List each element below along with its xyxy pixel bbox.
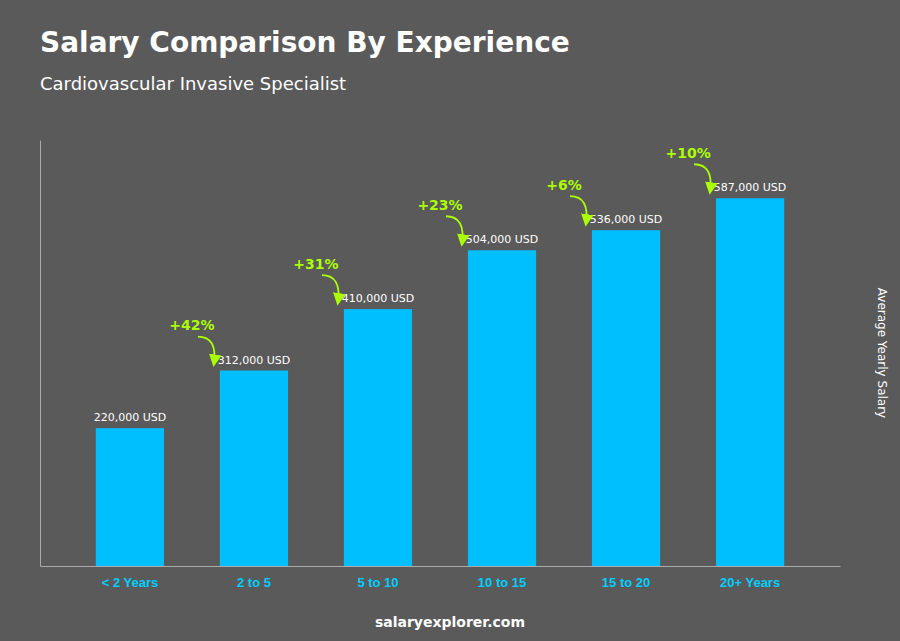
x-tick-label: 5 to 10	[357, 575, 398, 590]
annotation-arrow	[570, 196, 587, 224]
data-label: 536,000 USD	[590, 213, 663, 226]
bar	[96, 428, 164, 566]
data-label: 220,000 USD	[94, 411, 167, 424]
data-label: 410,000 USD	[342, 292, 415, 305]
data-labels: 220,000 USD 312,000 USD 410,000 USD 504,000…	[94, 181, 787, 424]
data-label: 504,000 USD	[466, 233, 539, 246]
y-axis-title: Average Yearly Salary	[875, 288, 889, 418]
annotation-arrow	[694, 164, 711, 192]
subtitle: Cardiovascular Invasive Specialist	[40, 73, 346, 94]
title: Salary Comparison By Experience	[40, 26, 570, 59]
y-axis-line	[40, 141, 41, 567]
annotation-arrow	[322, 275, 339, 303]
annotation: +23%	[417, 197, 462, 213]
data-label: 312,000 USD	[218, 354, 291, 367]
x-tick: 2 to 5	[237, 566, 271, 590]
x-tick: 5 to 10	[357, 566, 398, 590]
plot: < 2 Years 2 to 5 5 to 10 10 to 15 15 to 20 20…	[41, 141, 841, 591]
x-tick: 10 to 15	[478, 566, 526, 590]
x-axis: < 2 Years 2 to 5 5 to 10 10 to 15 15 to 20 20…	[41, 566, 841, 590]
annotations: +42% +31% +23% +6% +10%	[169, 145, 710, 364]
x-tick: 15 to 20	[602, 566, 650, 590]
x-tick-label: < 2 Years	[102, 575, 159, 590]
bar	[716, 198, 784, 566]
annotation: +6%	[546, 177, 582, 193]
x-axis-line	[41, 566, 841, 567]
bar	[468, 250, 536, 566]
bar	[220, 371, 288, 566]
data-label: 587,000 USD	[714, 181, 787, 194]
x-tick: < 2 Years	[102, 566, 159, 590]
annotation: +10%	[665, 145, 710, 161]
annotation-arrow	[198, 337, 215, 365]
x-tick-label: 2 to 5	[237, 575, 271, 590]
caption: salaryexplorer.com	[375, 614, 525, 630]
bar	[344, 309, 412, 566]
bar	[592, 230, 660, 566]
y-axis	[40, 141, 41, 567]
background	[0, 0, 900, 641]
bars	[96, 198, 784, 566]
annotation: +31%	[293, 256, 338, 272]
chart: < 2 Years 2 to 5 5 to 10 10 to 15 15 to 20 20…	[0, 0, 900, 641]
x-tick-label: 10 to 15	[478, 575, 526, 590]
x-tick-label: 20+ Years	[720, 575, 780, 590]
annotation-arrow	[446, 216, 463, 244]
annotation: +42%	[169, 317, 214, 333]
x-tick: 20+ Years	[720, 566, 780, 590]
x-tick-label: 15 to 20	[602, 575, 650, 590]
